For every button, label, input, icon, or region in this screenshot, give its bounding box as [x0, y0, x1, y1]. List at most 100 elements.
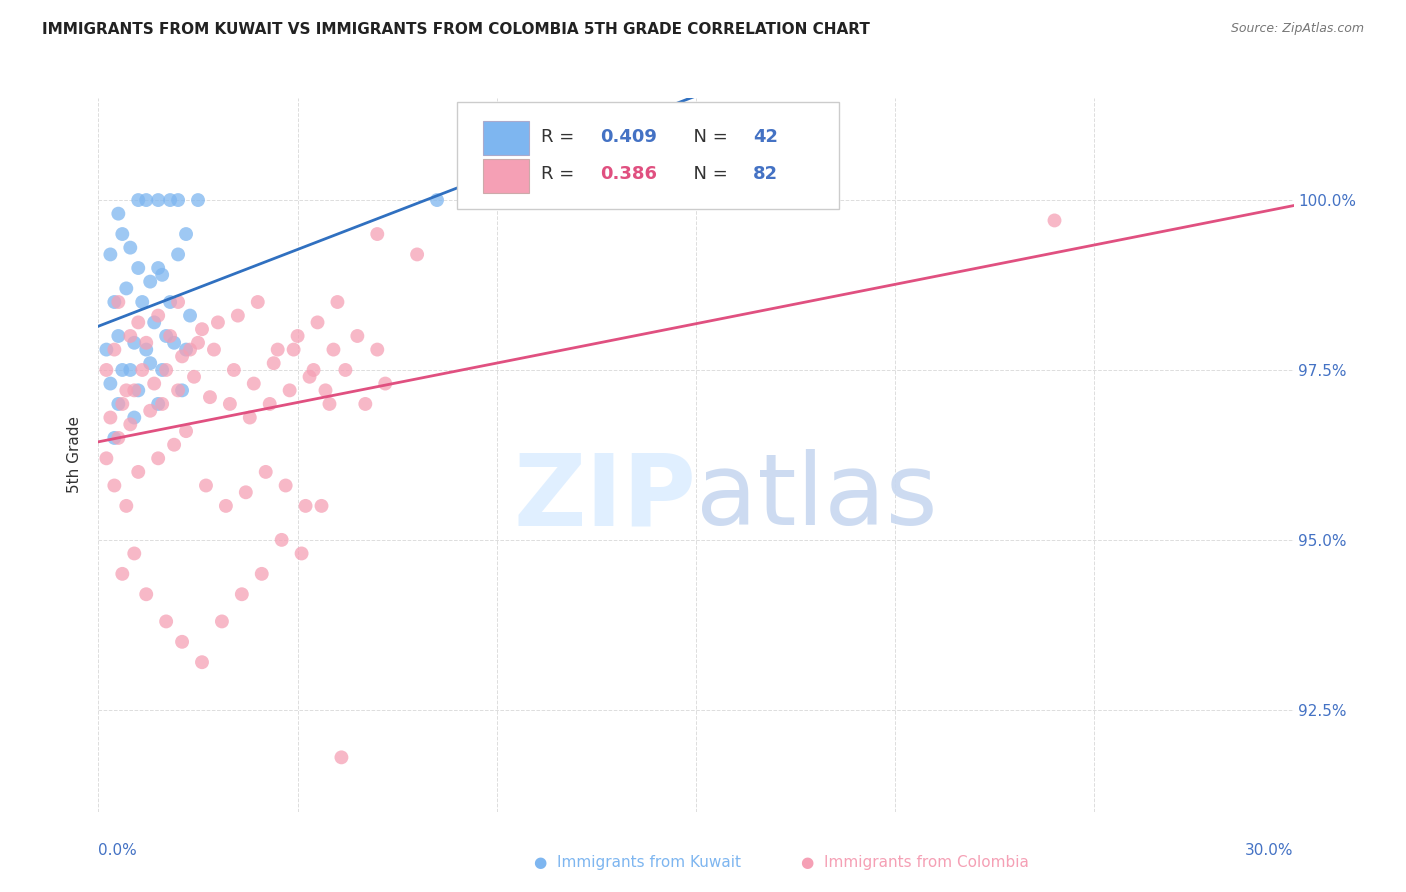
Point [139, 403, 162, 417]
Point [107, 295, 129, 310]
Point [135, 193, 157, 207]
Point [139, 275, 162, 289]
Text: N =: N = [682, 128, 733, 146]
Point [322, 343, 344, 357]
Point [179, 309, 201, 323]
Text: 0.0%: 0.0% [98, 843, 138, 858]
Point [219, 397, 242, 411]
Point [111, 566, 134, 581]
Point [163, 335, 186, 350]
Point [465, 193, 488, 207]
Point [148, 309, 170, 323]
Text: R =: R = [540, 166, 579, 184]
Point [111, 227, 134, 241]
Point [131, 363, 153, 377]
Point [167, 295, 190, 310]
Point [167, 193, 190, 207]
Point [127, 384, 149, 398]
Point [326, 295, 349, 310]
Text: Source: ZipAtlas.com: Source: ZipAtlas.com [1230, 22, 1364, 36]
Point [191, 655, 214, 669]
Point [120, 241, 142, 255]
Text: 42: 42 [754, 128, 779, 146]
Point [202, 343, 225, 357]
Point [120, 363, 142, 377]
Point [311, 499, 333, 513]
Point [139, 356, 162, 370]
FancyBboxPatch shape [457, 102, 839, 209]
Point [263, 356, 285, 370]
Point [198, 390, 221, 404]
Point [159, 193, 181, 207]
Point [283, 343, 305, 357]
Point [211, 615, 233, 629]
Point [235, 485, 257, 500]
Point [148, 397, 170, 411]
Point [103, 295, 125, 310]
Point [159, 329, 181, 343]
Point [274, 478, 297, 492]
Point [172, 350, 194, 364]
Point [243, 376, 266, 391]
Point [374, 376, 396, 391]
Point [254, 465, 277, 479]
Point [354, 397, 377, 411]
Y-axis label: 5th Grade: 5th Grade [67, 417, 83, 493]
Point [172, 635, 194, 649]
Bar [484, 121, 529, 155]
Point [302, 363, 325, 377]
Point [259, 397, 281, 411]
Point [131, 295, 153, 310]
Point [366, 343, 388, 357]
Point [120, 417, 142, 432]
Point [103, 478, 125, 492]
Text: N =: N = [682, 166, 733, 184]
Point [155, 363, 177, 377]
Point [174, 424, 197, 438]
Text: R =: R = [540, 128, 579, 146]
Point [187, 193, 209, 207]
Point [163, 438, 186, 452]
Point [183, 369, 205, 384]
Point [1043, 213, 1066, 227]
Point [127, 260, 149, 275]
Point [191, 322, 214, 336]
Point [98, 376, 122, 391]
Point [96, 451, 118, 466]
Point [124, 410, 146, 425]
Point [150, 397, 173, 411]
Point [150, 363, 173, 377]
Text: IMMIGRANTS FROM KUWAIT VS IMMIGRANTS FROM COLOMBIA 5TH GRADE CORRELATION CHART: IMMIGRANTS FROM KUWAIT VS IMMIGRANTS FRO… [42, 22, 870, 37]
Point [148, 260, 170, 275]
Point [315, 384, 337, 398]
Point [115, 384, 138, 398]
Point [98, 247, 122, 261]
Text: 82: 82 [754, 166, 779, 184]
Point [98, 410, 122, 425]
Point [148, 451, 170, 466]
Point [135, 335, 157, 350]
Point [195, 478, 218, 492]
Point [148, 193, 170, 207]
Text: 30.0%: 30.0% [1246, 843, 1294, 858]
Point [346, 329, 368, 343]
Point [231, 587, 253, 601]
Point [111, 363, 134, 377]
Text: ●  Immigrants from Colombia: ● Immigrants from Colombia [801, 855, 1029, 870]
Point [250, 566, 273, 581]
Point [115, 499, 138, 513]
Text: 0.386: 0.386 [600, 166, 658, 184]
Point [96, 343, 118, 357]
Point [318, 397, 340, 411]
Point [127, 193, 149, 207]
Point [96, 363, 118, 377]
Point [167, 384, 190, 398]
Point [335, 363, 357, 377]
Point [135, 343, 157, 357]
Point [120, 329, 142, 343]
Text: atlas: atlas [696, 450, 938, 546]
Point [246, 295, 269, 310]
Point [124, 335, 146, 350]
Point [366, 227, 388, 241]
Text: ●  Immigrants from Kuwait: ● Immigrants from Kuwait [534, 855, 741, 870]
